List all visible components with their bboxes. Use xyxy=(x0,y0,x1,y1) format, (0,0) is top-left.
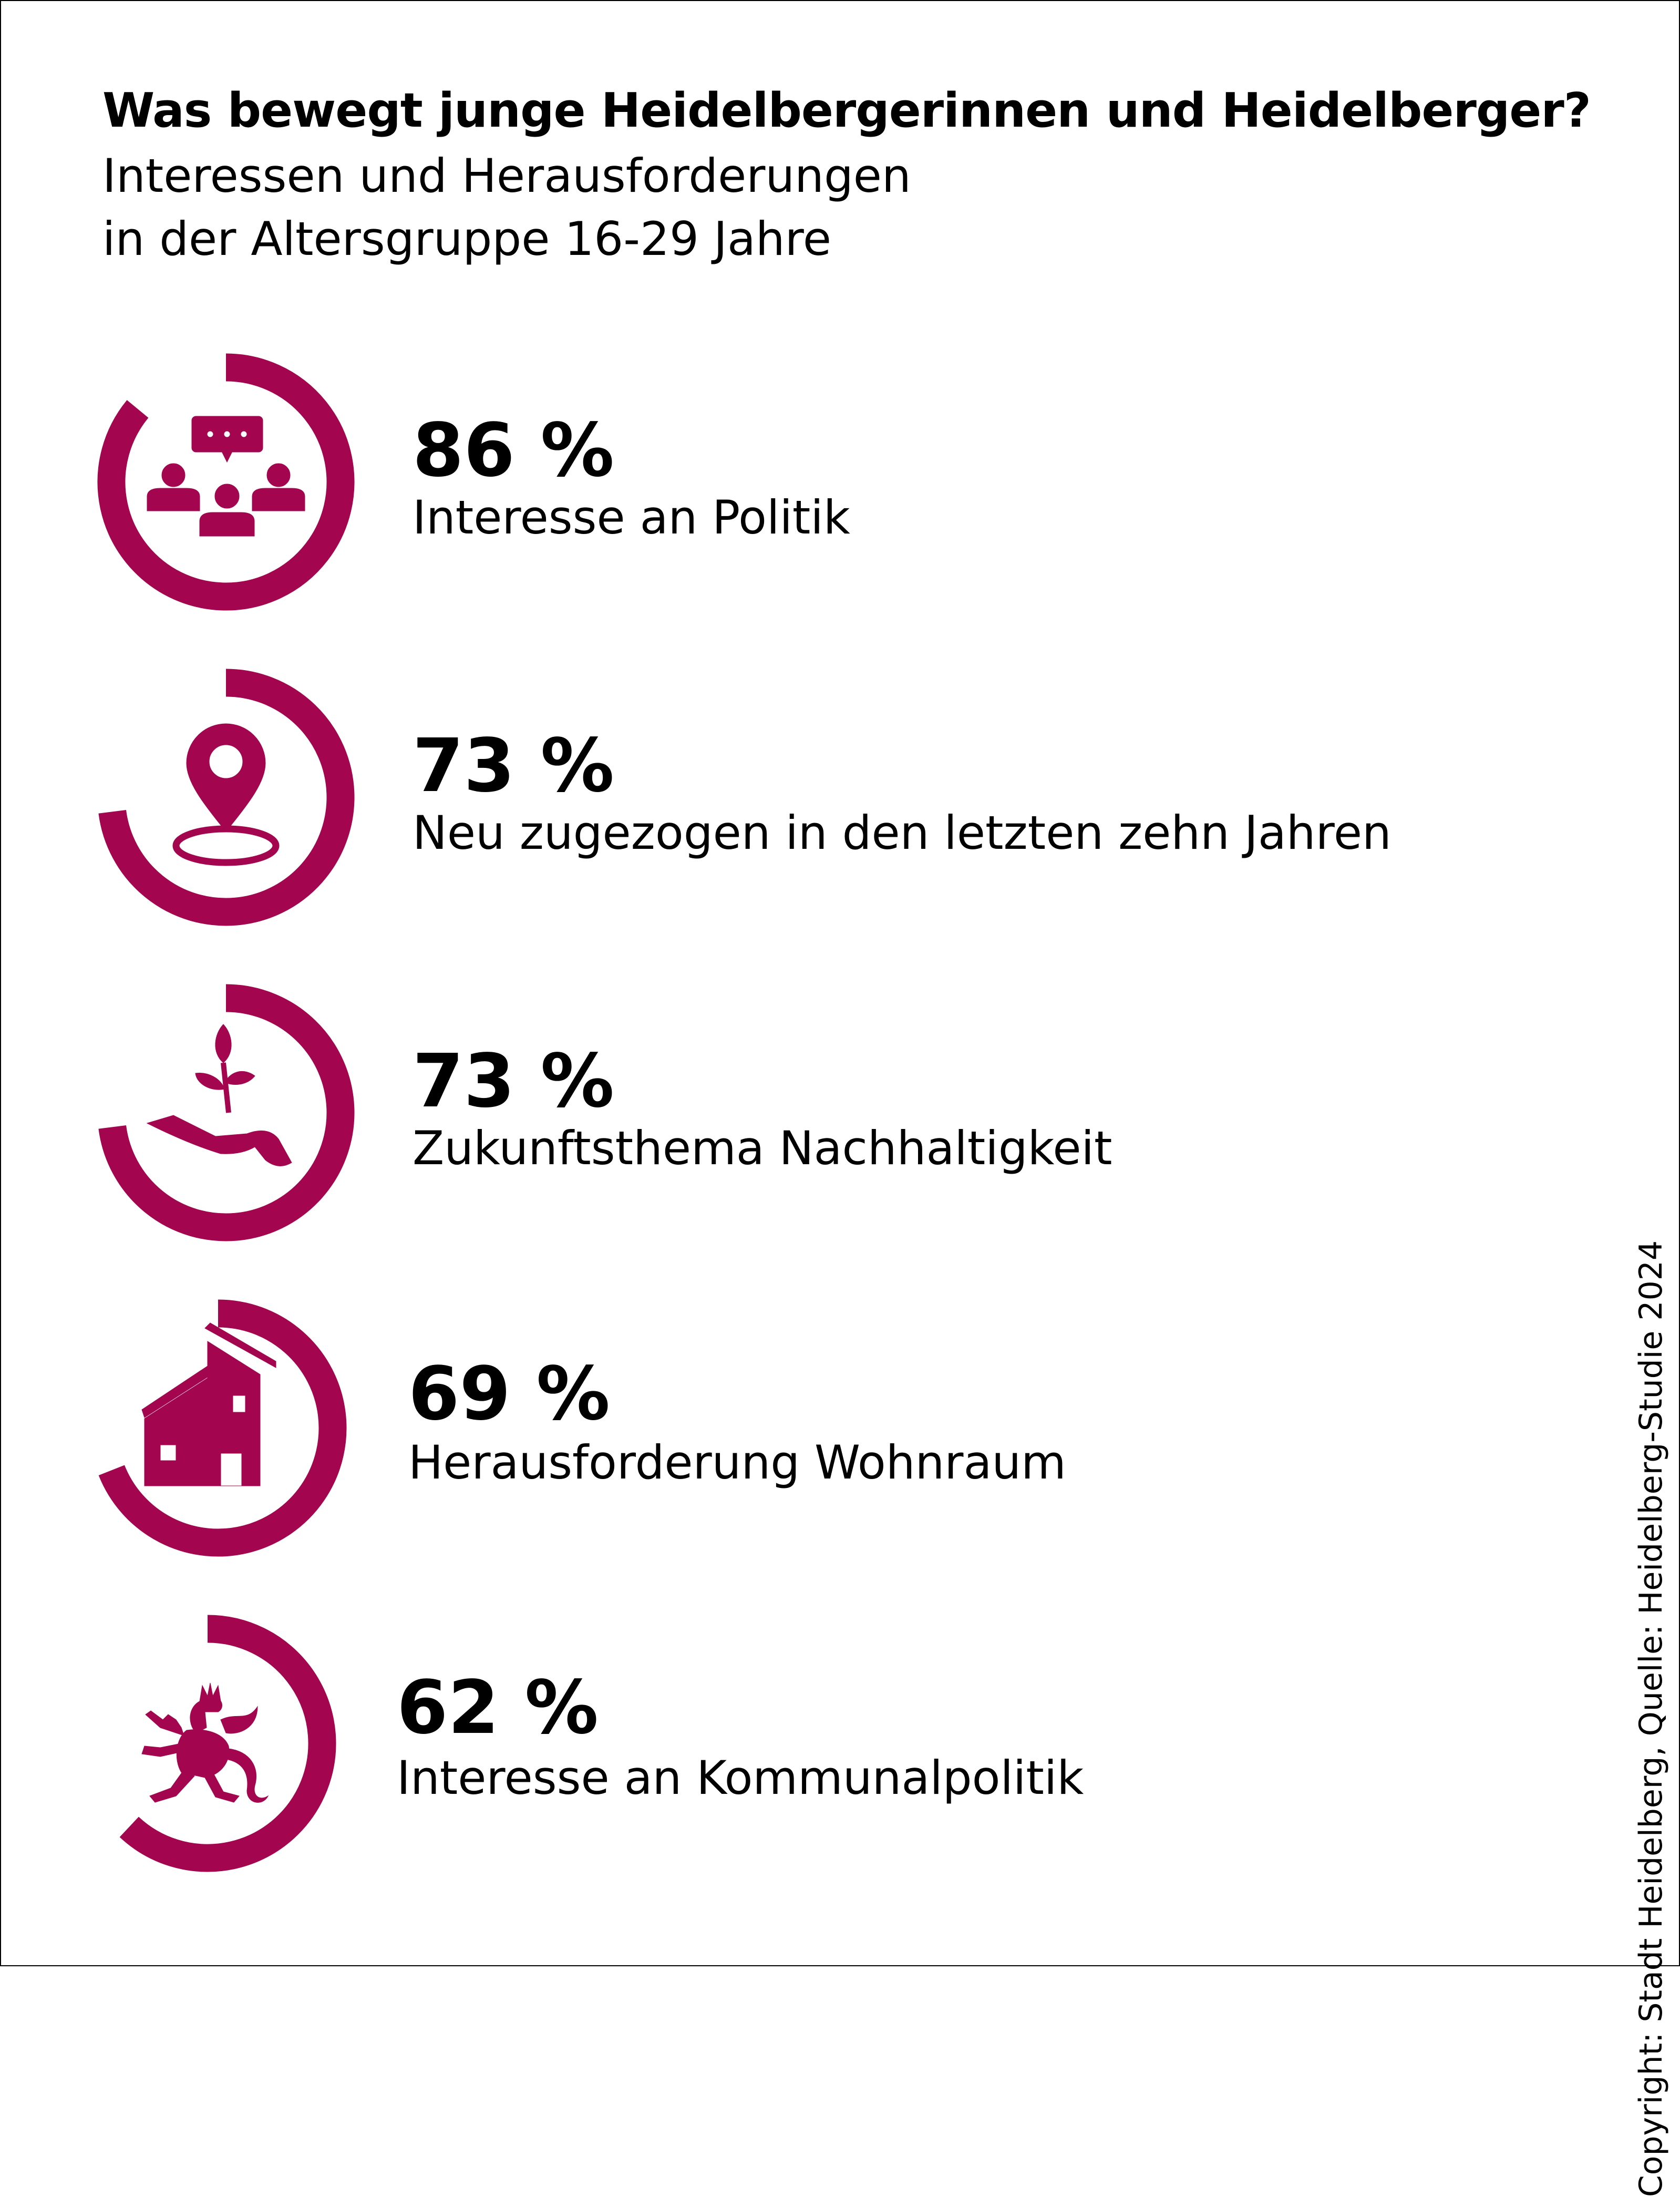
value-label: 69 % xyxy=(408,1351,610,1437)
donut-arc xyxy=(97,353,355,611)
donut-arc xyxy=(119,1615,336,1872)
chart-row: 73 %Neu zugezogen in den letzten zehn Ja… xyxy=(98,669,1392,926)
chart-row: 62 %Interesse an Kommunalpolitik xyxy=(119,1615,1084,1872)
value-label: 73 % xyxy=(413,1039,614,1124)
value-label: 86 % xyxy=(413,408,614,494)
chart-row: 73 %Zukunftsthema Nachhaltigkeit xyxy=(98,984,1112,1241)
category-label: Zukunftsthema Nachhaltigkeit xyxy=(413,1121,1112,1175)
donut-arc xyxy=(98,669,355,926)
chart-subtitle-line-2: in der Altersgruppe 16-29 Jahre xyxy=(102,212,832,266)
chart-row: 86 %Interesse an Politik xyxy=(97,353,850,611)
heraldic-lion-icon xyxy=(141,1682,269,1803)
house-icon xyxy=(141,1322,276,1486)
chart-subtitle-line-1: Interessen und Herausforderungen xyxy=(102,149,911,203)
category-label: Interesse an Politik xyxy=(413,490,850,545)
hand-plant-icon xyxy=(147,1024,292,1166)
donut-arc xyxy=(98,984,355,1241)
chart-title: Was bewegt junge Heidelbergerinnen und H… xyxy=(102,83,1591,138)
category-label: Neu zugezogen in den letzten zehn Jahren xyxy=(413,806,1392,860)
copyright-note: Copyright: Stadt Heidelberg, Quelle: Hei… xyxy=(1633,1240,1669,2197)
donut-arc xyxy=(98,1299,347,1557)
people-discussion-icon xyxy=(147,416,305,537)
value-label: 62 % xyxy=(397,1665,599,1751)
category-label: Herausforderung Wohnraum xyxy=(408,1435,1066,1490)
location-pin-icon xyxy=(176,724,276,863)
chart-row: 69 %Herausforderung Wohnraum xyxy=(98,1299,1066,1557)
value-label: 73 % xyxy=(413,723,614,809)
category-label: Interesse an Kommunalpolitik xyxy=(397,1751,1084,1805)
